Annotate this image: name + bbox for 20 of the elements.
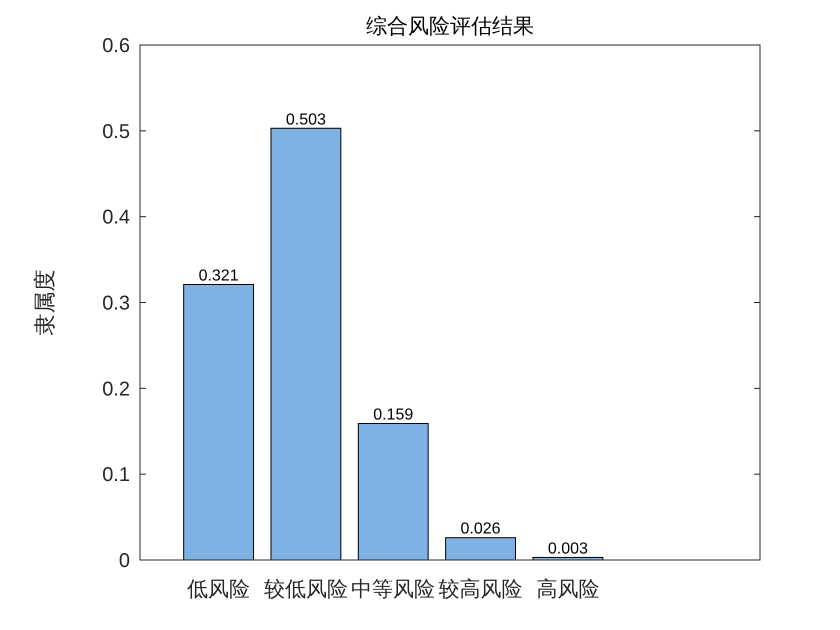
x-tick-label: 低风险 xyxy=(187,578,250,601)
plot: 0.321 0.503 0.159 0.026 0.003 xyxy=(183,111,604,560)
x-tick-label: 高风险 xyxy=(536,578,600,601)
data-label: 0.003 xyxy=(548,540,588,558)
chart-title: 综合风险评估结果 xyxy=(366,15,534,38)
x-tick-label: 较低风险 xyxy=(264,578,348,601)
data-label: 0.026 xyxy=(460,520,501,538)
y-tick-label: 0.4 xyxy=(102,206,130,229)
y-tick-label: 0.3 xyxy=(102,292,130,314)
data-label: 0.159 xyxy=(373,406,414,424)
y-tick-label: 0.5 xyxy=(102,120,130,143)
y-tick-label: 0.6 xyxy=(102,35,130,57)
x-tick-label: 中等风险 xyxy=(351,578,436,601)
data-label: 0.321 xyxy=(198,267,239,284)
y-tick-label: 0 xyxy=(118,550,130,572)
data-label: 0.503 xyxy=(286,111,326,128)
x-tick-label: 较高风险 xyxy=(438,578,523,601)
y-tick-label: 0.2 xyxy=(102,378,130,400)
y-tick-label: 0.1 xyxy=(102,464,130,486)
y-axis-title: 隶属度 xyxy=(32,270,57,336)
